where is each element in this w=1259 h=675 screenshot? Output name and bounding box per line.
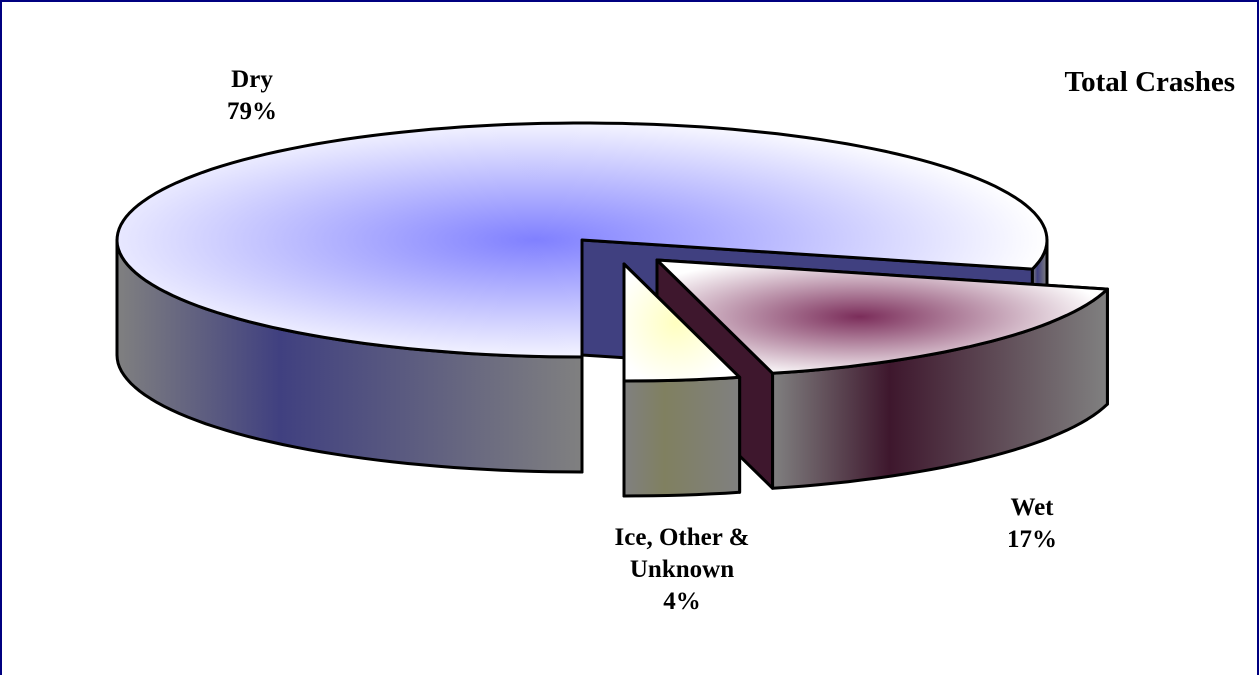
- chart-title: Total Crashes: [1064, 66, 1235, 98]
- slice-side: [622, 375, 742, 498]
- slice-label: Ice, Other & Unknown 4%: [572, 522, 792, 618]
- slice: [622, 262, 742, 383]
- value-label: 79%: [227, 98, 277, 125]
- category-label: Wet: [1010, 494, 1054, 521]
- value-label: 4%: [663, 588, 701, 615]
- category-label: Ice, Other & Unknown: [614, 524, 750, 583]
- value-label: 17%: [1007, 526, 1057, 553]
- slice: [115, 121, 1049, 359]
- category-label: Dry: [231, 66, 273, 93]
- slice-label: Wet 17%: [972, 492, 1092, 556]
- slice-label: Dry 79%: [192, 64, 312, 128]
- slice: [655, 258, 1109, 375]
